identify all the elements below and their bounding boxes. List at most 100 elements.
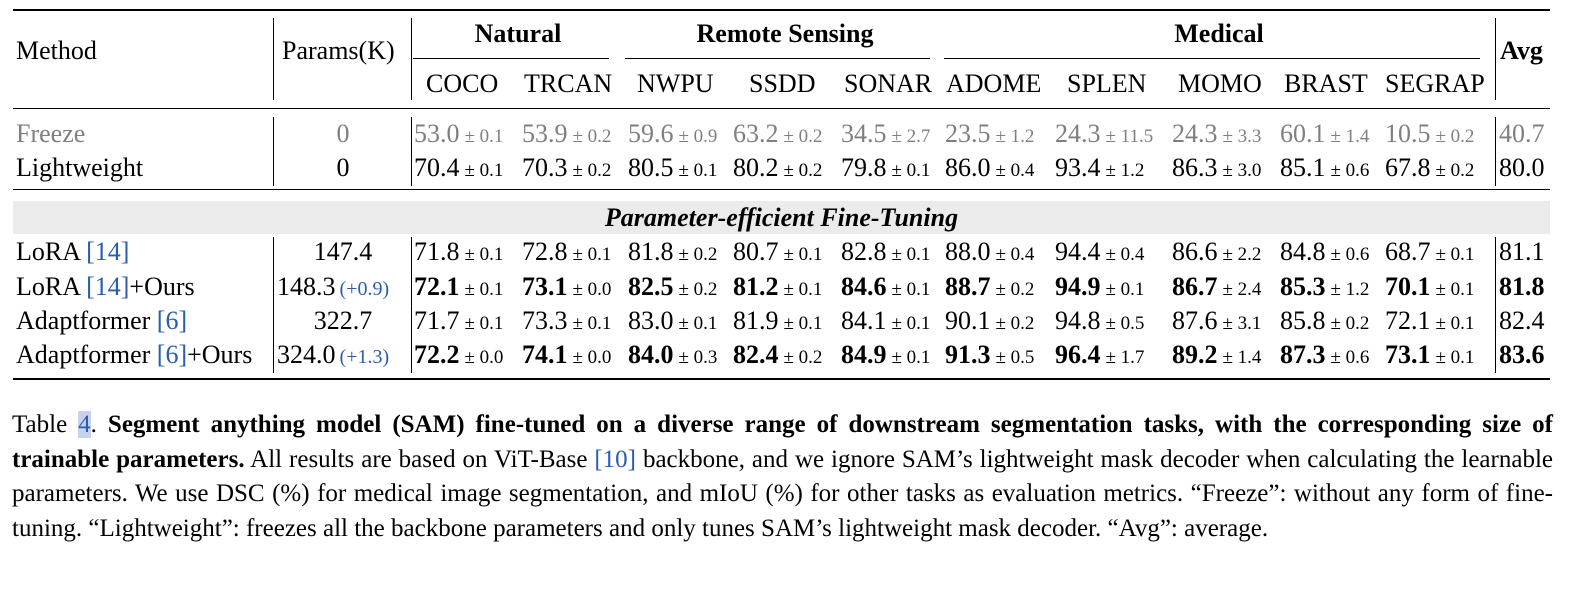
method-cite-link[interactable]: [14] [86,272,130,301]
metric-cell: 10.5 ± 0.2 [1385,119,1474,152]
metric-value: 70.3 [522,153,568,182]
metric-std: ± 0.1 [891,313,931,334]
metric-value: 83.0 [628,306,674,335]
metric-cell: 88.0 ± 0.4 [945,237,1034,270]
dataset-header-adome: ADOME [946,69,1042,98]
metric-value: 85.8 [1280,306,1326,335]
metric-std: ± 0.1 [1435,244,1475,265]
metric-cell: 83.0 ± 0.1 [628,306,717,339]
metric-value: 74.1 [522,340,568,369]
metric-value: 73.1 [522,272,568,301]
metric-std: ± 0.0 [572,347,612,368]
metric-std: ± 0.2 [572,126,612,147]
metric-value: 85.3 [1280,272,1326,301]
metric-std: ± 0.1 [891,347,931,368]
metric-value: 81.8 [628,237,674,266]
method-name: LoRA [16,237,87,266]
metric-value: 72.1 [1385,306,1431,335]
metric-cell: 73.1 ± 0.0 [522,272,611,305]
metric-cell: 70.3 ± 0.2 [522,153,611,186]
params-value: 0 [336,119,350,148]
row-params: 148.3 (+0.9) [277,272,389,304]
metric-cell: 84.0 ± 0.3 [628,340,717,373]
metric-value: 89.2 [1172,340,1218,369]
metric-value: 84.1 [841,306,887,335]
metric-cell: 84.6 ± 0.1 [841,272,930,305]
baseline-bottom-rule [13,189,1550,190]
metric-std: ± 0.2 [1435,126,1475,147]
metric-cell: 91.3 ± 0.5 [945,340,1034,373]
params-value: 322.7 [313,306,373,335]
caption-text-2: backbone, and we ignore SAM’s lightweigh… [12,445,1553,542]
caption-table-number[interactable]: 4 [78,411,91,438]
metric-value: 70.1 [1385,272,1431,301]
row-method: Lightweight [16,153,143,183]
metric-std: ± 0.1 [678,313,718,334]
row-avg: 83.6 [1499,340,1545,369]
metric-value: 96.4 [1055,340,1101,369]
params-value: 147.4 [313,237,373,266]
metric-cell: 53.0 ± 0.1 [414,119,503,152]
metric-cell: 53.9 ± 0.2 [522,119,611,152]
metric-cell: 73.3 ± 0.1 [522,306,611,339]
row-avg: 81.1 [1499,237,1545,266]
metric-value: 90.1 [945,306,991,335]
metric-value: 87.3 [1280,340,1326,369]
metric-std: ± 0.2 [995,279,1035,300]
row-params: 324.0 (+1.3) [277,340,389,372]
metric-value: 72.8 [522,237,568,266]
metric-cell: 96.4 ± 1.7 [1055,340,1144,373]
method-cite-link[interactable]: [6] [156,340,188,369]
metric-std: ± 0.3 [678,347,718,368]
metric-value: 84.6 [841,272,887,301]
metric-std: ± 0.5 [995,347,1035,368]
avg-header: Avg [1500,36,1543,65]
method-name: Freeze [16,119,86,148]
metric-cell: 80.5 ± 0.1 [628,153,717,186]
params-header: Params(K) [282,36,395,65]
metric-std: ± 0.0 [572,279,612,300]
params-value: 0 [336,153,350,182]
method-cite-link[interactable]: [6] [156,306,188,335]
dataset-header-ssdd: SSDD [749,69,816,98]
metric-cell: 59.6 ± 0.9 [628,119,717,152]
group-remote-sensing: Remote Sensing [696,19,874,48]
metric-value: 86.6 [1172,237,1218,266]
metric-value: 94.9 [1055,272,1101,301]
method-suffix: +Ours [129,272,195,301]
dataset-header-segrap: SEGRAP [1385,69,1485,98]
metric-std: ± 0.1 [891,160,931,181]
metric-cell: 87.6 ± 3.1 [1172,306,1261,339]
metric-value: 67.8 [1385,153,1431,182]
metric-std: ± 0.2 [678,279,718,300]
metric-std: ± 3.1 [1222,313,1262,334]
method-cite-link[interactable]: [14] [86,237,130,266]
metric-value: 73.3 [522,306,568,335]
metric-value: 68.7 [1385,237,1431,266]
metric-cell: 70.1 ± 0.1 [1385,272,1474,305]
metric-value: 34.5 [841,119,887,148]
metric-std: ± 2.7 [891,126,931,147]
metric-std: ± 1.2 [1330,279,1370,300]
metric-std: ± 0.0 [464,347,504,368]
metric-cell: 24.3 ± 3.3 [1172,119,1261,152]
metric-cell: 93.4 ± 1.2 [1055,153,1144,186]
group-medical: Medical [1174,19,1264,48]
metric-cell: 86.6 ± 2.2 [1172,237,1261,270]
metric-value: 88.0 [945,237,991,266]
metric-cell: 90.1 ± 0.2 [945,306,1034,339]
row-params: 0 [275,119,411,149]
caption-cite-link[interactable]: [10] [594,445,637,473]
vline-avg-2 [1495,117,1496,186]
metric-value: 24.3 [1172,119,1218,148]
metric-std: ± 0.1 [1435,313,1475,334]
row-params: 147.4 [275,237,411,267]
metric-std: ± 1.2 [995,126,1035,147]
metric-value: 84.0 [628,340,674,369]
metric-cell: 84.1 ± 0.1 [841,306,930,339]
metric-value: 79.8 [841,153,887,182]
metric-value: 10.5 [1385,119,1431,148]
caption-dot: . [90,411,108,438]
header-bottom-rule [13,108,1550,109]
metric-value: 88.7 [945,272,991,301]
